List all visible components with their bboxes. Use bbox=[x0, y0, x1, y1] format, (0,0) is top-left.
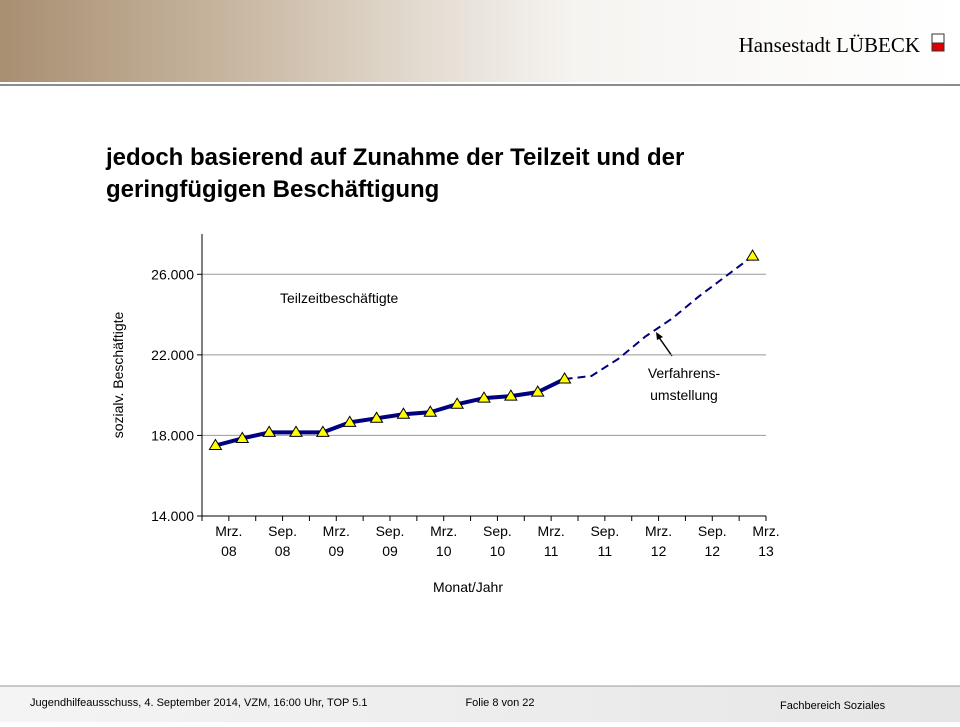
x-tick-label: Mrz. 11 bbox=[538, 523, 565, 559]
annotation: umstellung bbox=[650, 387, 718, 403]
banner bbox=[0, 0, 960, 82]
logo-bottom bbox=[931, 42, 945, 52]
logo-top bbox=[931, 33, 945, 44]
footer-bar bbox=[0, 686, 960, 722]
x-tick-label: Mrz. 12 bbox=[645, 523, 672, 559]
data-point bbox=[396, 407, 411, 419]
data-point bbox=[477, 391, 491, 403]
data-point bbox=[450, 397, 465, 409]
data-point bbox=[289, 425, 303, 437]
x-tick-label: Sep. 08 bbox=[268, 523, 297, 559]
y-axis-label: sozialv. Beschäftigte bbox=[110, 312, 126, 439]
data-point bbox=[235, 431, 250, 443]
y-tick-label: 26.000 bbox=[151, 266, 194, 282]
data-point bbox=[369, 411, 384, 423]
x-tick-label: Mrz. 13 bbox=[752, 523, 779, 559]
footer-right: Fachbereich Soziales bbox=[780, 700, 886, 712]
data-point bbox=[530, 385, 545, 397]
y-tick-label: 18.000 bbox=[151, 427, 194, 443]
annotation-arrow bbox=[657, 335, 673, 357]
x-tick-label: Sep. 12 bbox=[698, 523, 727, 559]
x-tick-label: Mrz. 08 bbox=[215, 523, 242, 559]
x-tick-label: Sep. 11 bbox=[590, 523, 619, 559]
data-point bbox=[262, 425, 277, 437]
footer-center: Folie 8 von 22 bbox=[465, 697, 534, 709]
annotation: Verfahrens- bbox=[648, 365, 721, 381]
slide-title: jedoch basierend auf Zunahme der Teilzei… bbox=[105, 144, 684, 203]
data-point bbox=[342, 415, 357, 427]
data-point bbox=[503, 389, 518, 401]
x-tick-label: Mrz. 09 bbox=[323, 523, 350, 559]
footer-left: Jugendhilfeausschuss, 4. September 2014,… bbox=[30, 697, 368, 709]
data-point bbox=[745, 249, 760, 261]
annotation: Teilzeitbeschäftigte bbox=[280, 290, 399, 306]
data-point bbox=[208, 438, 223, 450]
arrow-head bbox=[656, 332, 663, 340]
x-tick-label: Sep. 09 bbox=[376, 523, 405, 559]
data-point bbox=[423, 405, 438, 417]
data-point bbox=[315, 425, 330, 437]
y-tick-label: 14.000 bbox=[151, 508, 194, 524]
x-tick-label: Sep. 10 bbox=[483, 523, 512, 559]
x-tick-label: Mrz. 10 bbox=[430, 523, 457, 559]
series-line bbox=[214, 377, 566, 448]
brand: Hansestadt LÜBECK bbox=[739, 33, 920, 57]
series-line bbox=[564, 255, 754, 381]
data-point bbox=[557, 372, 572, 384]
x-axis-label: Monat/Jahr bbox=[433, 579, 503, 595]
y-tick-label: 22.000 bbox=[151, 347, 194, 363]
